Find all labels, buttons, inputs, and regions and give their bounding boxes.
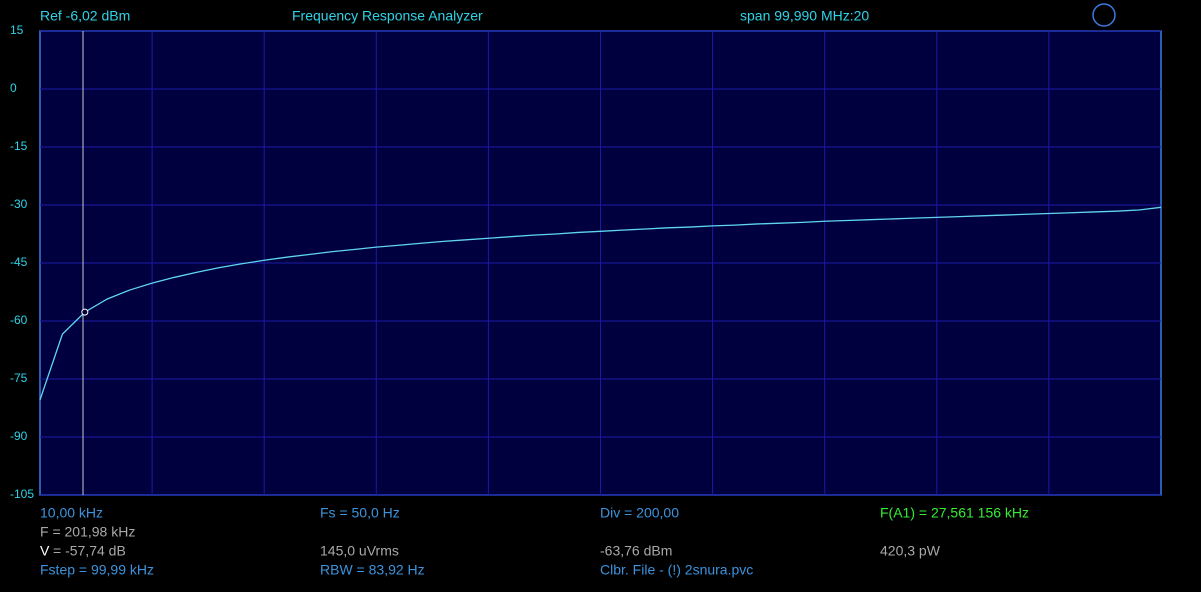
fa1: F(A1) = 27,561 156 kHz bbox=[880, 505, 1029, 521]
span: span 99,990 MHz:20 bbox=[740, 8, 869, 24]
dbm: -63,76 dBm bbox=[600, 543, 672, 559]
response-curve bbox=[39, 206, 1162, 401]
y-tick-label: -90 bbox=[10, 429, 28, 443]
y-tick-label: -15 bbox=[10, 139, 28, 153]
y-tick-label: 0 bbox=[10, 81, 17, 95]
status-icon[interactable] bbox=[1092, 3, 1116, 27]
marker-v-label: V bbox=[40, 543, 50, 559]
y-tick-label: -30 bbox=[10, 197, 28, 211]
ref-level: Ref -6,02 dBm bbox=[40, 8, 130, 24]
y-tick-label: -45 bbox=[10, 255, 28, 269]
vrms: 145,0 uVrms bbox=[320, 543, 399, 559]
fs: Fs = 50,0 Hz bbox=[320, 505, 400, 521]
title: Frequency Response Analyzer bbox=[292, 8, 483, 24]
y-tick-label: -75 bbox=[10, 371, 28, 385]
power: 420,3 pW bbox=[880, 543, 941, 559]
y-tick-label: 15 bbox=[10, 23, 24, 37]
div: Div = 200,00 bbox=[600, 505, 679, 521]
start-freq: 10,00 kHz bbox=[40, 505, 103, 521]
y-tick-label: -60 bbox=[10, 313, 28, 327]
calibration-file: Clbr. File - (!) 2snura.pvc bbox=[600, 562, 753, 578]
marker-freq: F = 201,98 kHz bbox=[40, 524, 135, 540]
cursor-point bbox=[81, 308, 89, 316]
fstep: Fstep = 99,99 kHz bbox=[40, 562, 154, 578]
rbw: RBW = 83,92 Hz bbox=[320, 562, 425, 578]
marker-value: = -57,74 dB bbox=[53, 543, 126, 559]
y-tick-label: -105 bbox=[10, 487, 34, 501]
